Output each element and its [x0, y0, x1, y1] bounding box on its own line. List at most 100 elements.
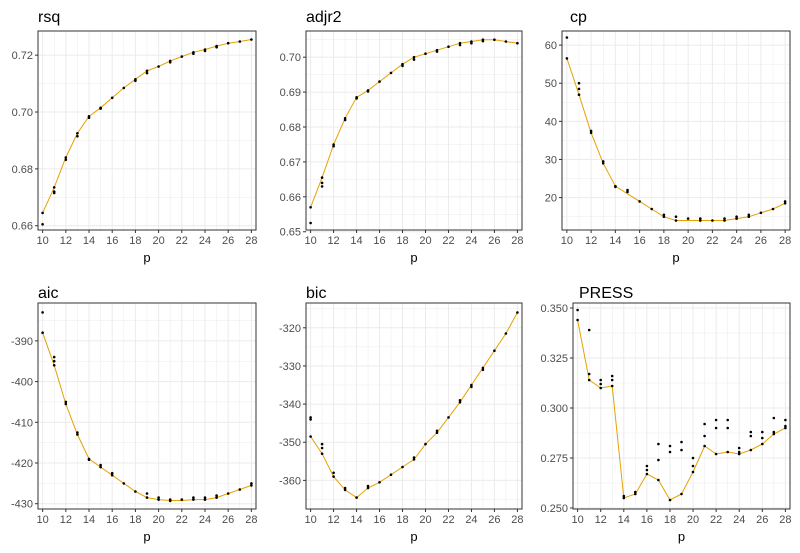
panel-border: [305, 30, 523, 231]
data-point: [343, 486, 347, 490]
data-point: [424, 442, 427, 446]
x-tick-label: 16: [633, 235, 645, 247]
data-point: [64, 156, 68, 159]
y-tick-label: 0.68: [280, 122, 301, 134]
x-tick-label: 22: [442, 514, 454, 526]
data-point: [680, 440, 683, 444]
data-point: [657, 478, 660, 482]
data-point: [215, 45, 218, 49]
data-point: [726, 426, 729, 430]
data-point: [587, 378, 591, 382]
x-tick-label: 12: [327, 235, 339, 247]
data-point: [145, 69, 149, 73]
y-tick-label: 0.350: [540, 303, 568, 315]
chart-panel-2: 10 12 14 16 18 20 22 24 26 28 20 30 40 50 60 p cp: [545, 9, 792, 265]
data-point: [250, 484, 253, 487]
chart-panel-1: 10 12 14 16 18 20 22 24 26 28 0.65 0.66 0.67 0.68 0.69…: [280, 9, 524, 265]
y-tick-label: -400: [11, 377, 33, 389]
x-tick-label: 10: [304, 235, 316, 247]
data-point: [192, 496, 195, 499]
x-tick-label: 18: [664, 514, 676, 526]
data-point: [343, 488, 347, 492]
data-point: [516, 311, 519, 314]
data-point: [250, 482, 253, 485]
chart-panel-5: 10 12 14 16 18 20 22 24 26 28 0.250 0.275 0.300 0.325…: [540, 285, 791, 544]
data-point: [601, 162, 605, 165]
data-point: [226, 41, 230, 45]
x-tick-label: 10: [561, 235, 573, 247]
data-point: [668, 498, 672, 502]
x-tick-label: 14: [350, 235, 362, 247]
x-tick-label: 18: [129, 514, 141, 526]
data-point: [332, 471, 335, 475]
data-point: [87, 458, 91, 462]
data-point: [180, 55, 184, 58]
x-tick-label: 12: [595, 514, 607, 526]
x-axis-title: p: [410, 250, 417, 265]
data-point: [470, 383, 473, 387]
data-point: [587, 372, 591, 376]
x-tick-label: 22: [710, 514, 722, 526]
data-point: [784, 418, 787, 422]
data-point: [320, 185, 324, 188]
data-point: [783, 202, 787, 205]
x-tick-label: 12: [585, 235, 597, 247]
data-point: [565, 57, 569, 60]
y-tick-label: 40: [545, 116, 557, 128]
data-point: [771, 207, 775, 211]
x-tick-label: 24: [199, 514, 211, 526]
data-point: [622, 494, 626, 498]
x-tick-label: 24: [465, 235, 477, 247]
data-point: [470, 41, 473, 45]
y-tick-label: 0.69: [280, 87, 301, 99]
data-point: [493, 38, 496, 41]
data-point: [332, 475, 335, 478]
data-point: [772, 430, 776, 434]
data-point: [576, 308, 579, 312]
data-point: [749, 448, 753, 452]
y-tick-label: -320: [279, 323, 301, 335]
data-point: [599, 382, 602, 386]
data-point: [726, 450, 729, 454]
data-point: [401, 64, 404, 68]
data-point: [714, 452, 718, 456]
data-point: [309, 416, 312, 419]
data-point: [761, 442, 764, 446]
data-point: [610, 374, 614, 378]
x-tick-label: 28: [511, 514, 523, 526]
data-point: [355, 496, 358, 499]
x-tick-label: 10: [304, 514, 316, 526]
x-tick-label: 28: [779, 235, 791, 247]
data-point: [157, 65, 160, 68]
panel-border: [305, 302, 523, 510]
data-point: [470, 385, 473, 389]
data-point: [772, 416, 776, 420]
data-point: [626, 188, 629, 192]
data-point: [192, 498, 195, 501]
data-point: [699, 219, 702, 222]
data-point: [250, 38, 253, 41]
data-point: [610, 378, 614, 382]
data-point: [458, 400, 462, 404]
data-point: [309, 221, 312, 225]
data-point: [76, 431, 79, 434]
data-point: [723, 219, 726, 222]
data-point: [64, 402, 68, 406]
data-point: [735, 215, 738, 218]
x-tick-label: 14: [83, 514, 95, 526]
data-point: [516, 41, 519, 45]
data-point: [424, 52, 427, 55]
y-tick-label: -350: [279, 437, 301, 449]
x-tick-label: 28: [245, 235, 257, 247]
data-point: [332, 144, 335, 148]
data-point: [589, 131, 593, 135]
data-point: [110, 96, 114, 100]
data-point: [481, 368, 485, 372]
x-tick-label: 10: [37, 514, 49, 526]
y-tick-label: 0.325: [540, 353, 568, 365]
x-tick-label: 24: [199, 235, 211, 247]
data-point: [458, 41, 462, 45]
data-point: [378, 481, 381, 484]
data-point: [662, 215, 666, 218]
